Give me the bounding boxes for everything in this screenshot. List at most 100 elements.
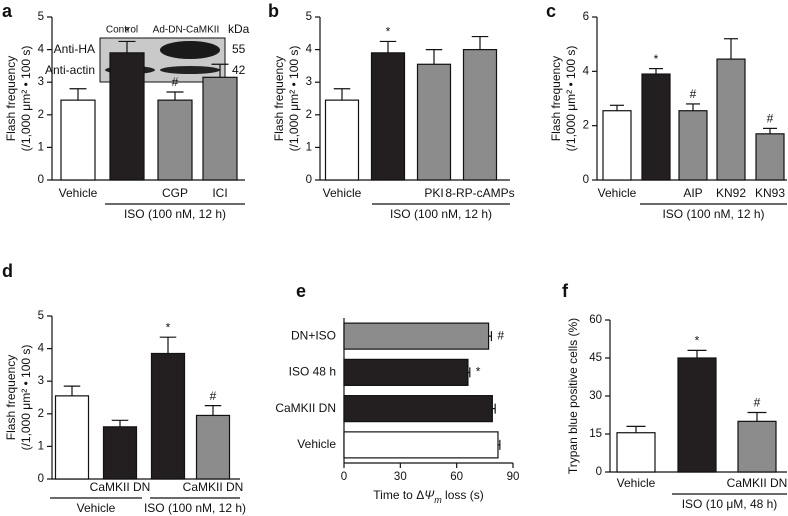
x-tick-label: CGP (162, 186, 188, 200)
significance-marker: * (166, 320, 171, 334)
y-tick-label: 4 (583, 65, 590, 77)
bar (641, 73, 671, 181)
x-tick-label: Vehicle (617, 476, 656, 490)
y-tick-label: 4 (306, 44, 313, 56)
blot-band (160, 66, 220, 74)
x-tick-label: CaMKII DN (183, 480, 244, 494)
y-tick-label: 0 (596, 466, 602, 478)
y-tick-label: 0 (38, 473, 44, 485)
x-tick-label: AIP (683, 186, 702, 200)
x-axis-label-part: loss (s) (442, 488, 484, 502)
panel-letter: b (268, 1, 279, 21)
x-tick-label: KN93 (755, 186, 785, 200)
y-tick-label: 0 (306, 174, 312, 186)
y-axis-label: (/1,000 μm² • 100 s) (564, 46, 578, 152)
y-tick-label: 60 (589, 314, 602, 326)
bar (54, 395, 90, 480)
bar (157, 99, 193, 181)
bar (343, 395, 493, 423)
bar (616, 432, 656, 473)
y-axis-label: Flash frequency (4, 355, 18, 440)
blot-size: 55 (232, 42, 246, 56)
y-tick-label: Vehicle (297, 437, 336, 451)
y-tick-label: 1 (38, 141, 44, 153)
significance-marker: * (654, 52, 659, 66)
blot-size: 42 (232, 63, 246, 77)
y-axis-label: (/1,000 μm² • 100 s) (287, 46, 301, 152)
group-label: ISO (10 μM, 48 h) (682, 497, 778, 511)
y-tick-label: 5 (38, 11, 44, 23)
group-label: ISO (100 nM, 12 h) (144, 501, 246, 515)
bar (343, 431, 499, 459)
blot-band (160, 41, 220, 59)
bar (343, 322, 490, 350)
y-tick-label: 30 (589, 390, 602, 402)
x-axis-label: Time to ΔΨm loss (s) (373, 488, 483, 505)
y-tick-label: 4 (38, 44, 45, 56)
group-label: ISO (100 nM, 12 h) (662, 207, 764, 221)
y-axis-label: Flash frequency (4, 56, 18, 141)
x-tick-label: 8-RP-cAMPs (445, 186, 514, 200)
panel-letter: d (2, 261, 13, 281)
y-axis-label: (/1,000 μm² • 100 s) (19, 345, 33, 451)
bar (102, 426, 138, 480)
blot-column-label: Control (106, 25, 138, 36)
y-tick-label: CaMKII DN (275, 401, 336, 415)
significance-marker: * (125, 25, 130, 39)
panel-letter: f (562, 281, 569, 301)
y-tick-label: 2 (583, 120, 589, 132)
x-tick-label: Vehicle (59, 186, 98, 200)
y-tick-label: 5 (38, 310, 44, 322)
significance-marker: # (497, 328, 504, 342)
y-tick-label: 2 (306, 109, 312, 121)
x-axis-label-part: m (434, 495, 442, 505)
bar (195, 414, 231, 480)
x-tick-label: CaMKII DN (90, 480, 151, 494)
bar (343, 358, 469, 386)
bar (677, 357, 717, 473)
significance-marker: * (386, 25, 391, 39)
y-tick-label: 1 (38, 440, 44, 452)
y-tick-label: 2 (38, 109, 44, 121)
significance-marker: * (695, 334, 700, 348)
x-axis-label-part: Time to Δ (373, 488, 424, 502)
x-tick-label: PKI (424, 186, 443, 200)
significance-marker: # (690, 87, 697, 101)
x-tick-label: 0 (341, 471, 347, 483)
bar (678, 110, 708, 181)
x-axis-label-part: Ψ (424, 488, 435, 502)
group-label: Vehicle (77, 501, 116, 515)
y-tick-label: 0 (583, 174, 589, 186)
x-tick-label: ICI (212, 186, 227, 200)
bar (462, 48, 498, 181)
group-label: ISO (100 nM, 12 h) (124, 207, 226, 221)
x-tick-label: Vehicle (598, 186, 637, 200)
significance-marker: # (754, 396, 761, 410)
significance-marker: # (172, 75, 179, 89)
group-label: ISO (100 nM, 12 h) (390, 207, 492, 221)
significance-marker: * (476, 365, 481, 379)
significance-marker: # (767, 112, 774, 126)
bar (60, 99, 96, 181)
bar (737, 420, 777, 473)
bar (202, 76, 238, 181)
bar (602, 110, 632, 181)
significance-marker: # (210, 389, 217, 403)
y-tick-label: 0 (38, 174, 44, 186)
blot-row-label: Anti-actin (45, 63, 95, 77)
x-tick-label: KN92 (716, 186, 746, 200)
y-tick-label: 15 (589, 428, 602, 440)
x-tick-label: 30 (394, 471, 407, 483)
y-axis-label: Trypan blue positive cells (%) (566, 318, 580, 474)
y-tick-label: ISO 48 h (289, 365, 336, 379)
y-tick-label: 45 (589, 352, 602, 364)
bar (716, 58, 746, 181)
y-tick-label: 3 (38, 76, 44, 88)
x-tick-label: 90 (507, 471, 520, 483)
y-tick-label: 2 (38, 408, 44, 420)
bar (150, 352, 186, 480)
x-tick-label: Vehicle (323, 186, 362, 200)
blot-column-label: Ad-DN-CaMKII (153, 25, 220, 36)
y-tick-label: 5 (306, 11, 312, 23)
panel-letter: e (296, 281, 306, 301)
